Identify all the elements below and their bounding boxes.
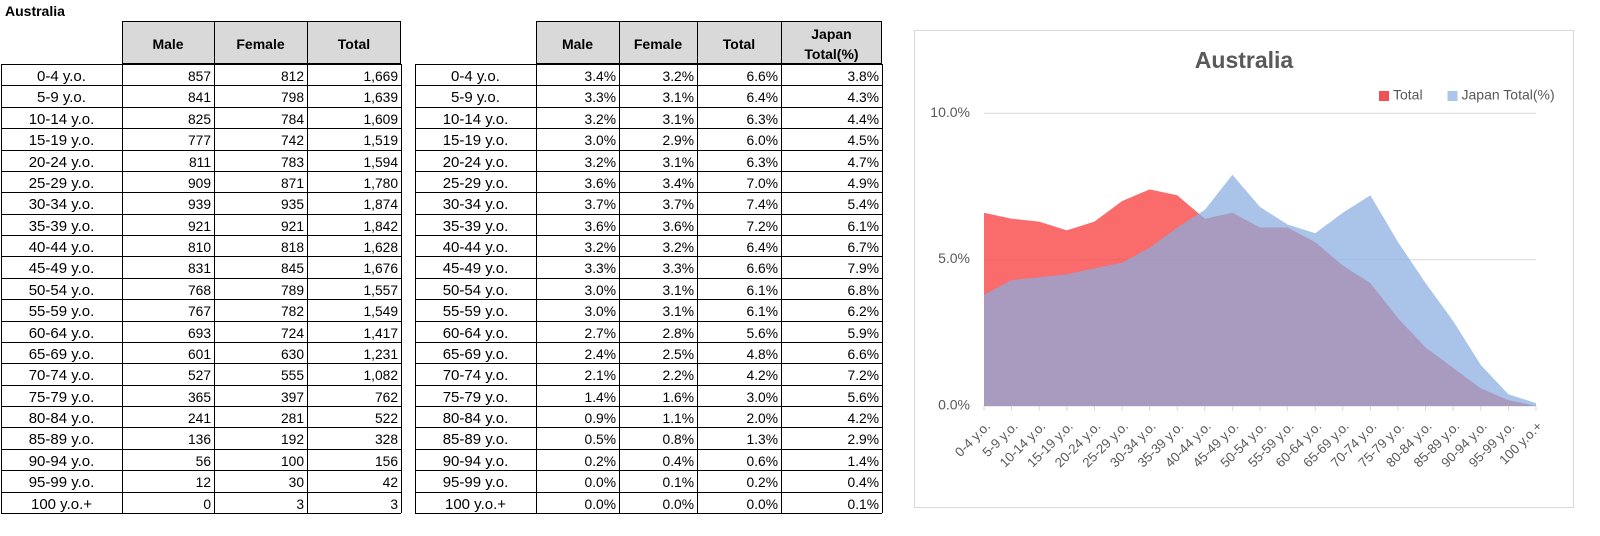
svg-text:0.0%: 0.0% <box>938 397 970 413</box>
svg-text:5.0%: 5.0% <box>938 250 970 266</box>
svg-text:Australia: Australia <box>1195 47 1294 73</box>
svg-text:Total: Total <box>1393 87 1423 103</box>
svg-text:10.0%: 10.0% <box>930 104 970 120</box>
svg-text:Japan Total(%): Japan Total(%) <box>1462 87 1555 103</box>
